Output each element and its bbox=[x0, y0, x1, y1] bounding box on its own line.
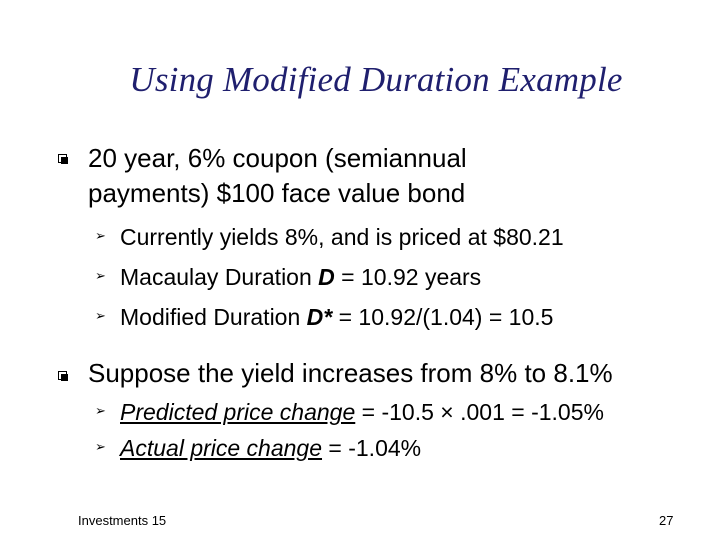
point-1-line-2: payments) $100 face value bond bbox=[88, 178, 466, 208]
macaulay-label: Macaulay Duration bbox=[120, 264, 319, 290]
page-number: 27 bbox=[659, 513, 674, 528]
checkbox-bullet-icon bbox=[58, 154, 68, 164]
footer-course: Investments 15 bbox=[78, 513, 167, 528]
sub-point-modified: Modified Duration D* = 10.92/(1.04) = 10… bbox=[120, 303, 553, 331]
sub-point-macaulay: Macaulay Duration D = 10.92 years bbox=[120, 263, 481, 291]
sub-point-actual: Actual price change = -1.04% bbox=[120, 434, 421, 462]
point-1-line-1: 20 year, 6% coupon (semiannual bbox=[88, 143, 467, 173]
arrow-bullet-icon: ➢ bbox=[95, 404, 106, 419]
modified-label: Modified Duration bbox=[120, 304, 307, 330]
modified-value: = 10.92/(1.04) = 10.5 bbox=[332, 304, 554, 330]
arrow-bullet-icon: ➢ bbox=[95, 440, 106, 455]
sub-point-predicted: Predicted price change = -10.5 × .001 = … bbox=[120, 398, 604, 426]
modified-symbol: D* bbox=[306, 304, 333, 330]
arrow-bullet-icon: ➢ bbox=[95, 309, 106, 324]
actual-label: Actual price change bbox=[120, 435, 323, 461]
actual-value: = -1.04% bbox=[322, 435, 422, 461]
arrow-bullet-icon: ➢ bbox=[95, 269, 106, 284]
predicted-label: Predicted price change bbox=[120, 399, 356, 425]
arrow-bullet-icon: ➢ bbox=[95, 229, 106, 244]
sub-point-price: Currently yields 8%, and is priced at $8… bbox=[120, 224, 564, 250]
point-2: Suppose the yield increases from 8% to 8… bbox=[88, 358, 613, 388]
macaulay-symbol: D bbox=[318, 264, 335, 290]
slide-title: Using Modified Duration Example bbox=[129, 60, 623, 99]
checkbox-bullet-icon bbox=[58, 371, 68, 381]
predicted-value: = -10.5 × .001 = -1.05% bbox=[355, 399, 604, 425]
macaulay-value: = 10.92 years bbox=[334, 264, 482, 290]
